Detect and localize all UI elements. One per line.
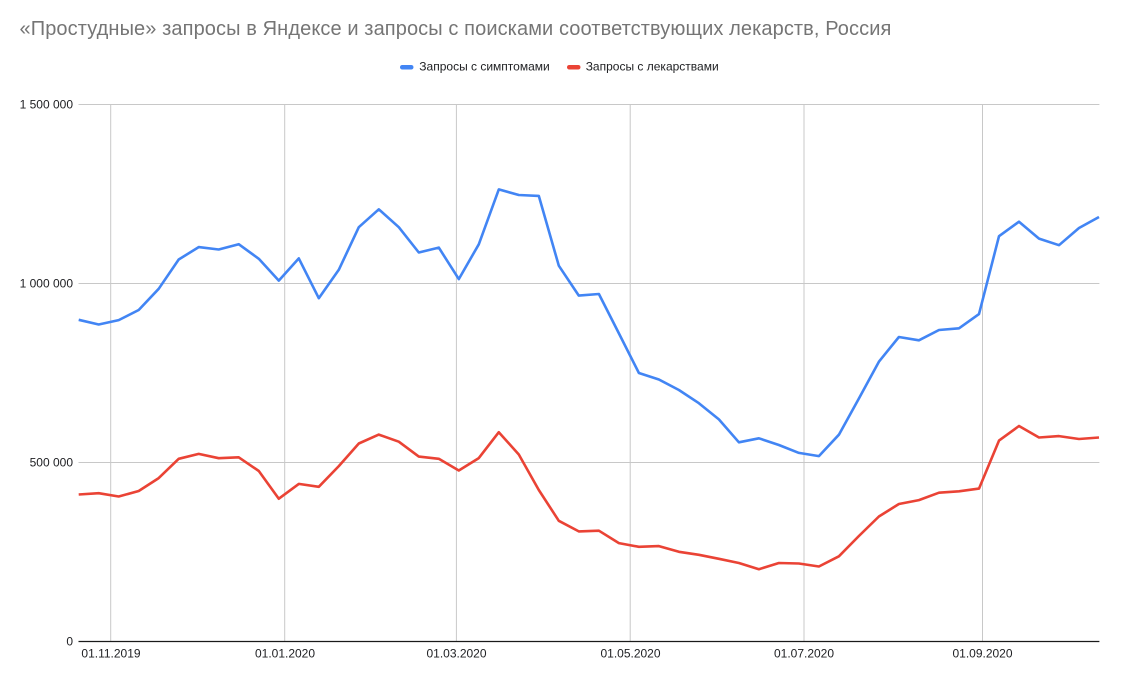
svg-text:01.05.2020: 01.05.2020 (600, 647, 660, 661)
svg-text:0: 0 (66, 635, 73, 649)
svg-text:«Простудные» запросы в Яндексе: «Простудные» запросы в Яндексе и запросы… (20, 18, 892, 40)
svg-text:01.09.2020: 01.09.2020 (952, 647, 1012, 661)
svg-text:Запросы с лекарствами: Запросы с лекарствами (586, 60, 719, 74)
svg-text:01.03.2020: 01.03.2020 (426, 647, 486, 661)
svg-text:500 000: 500 000 (30, 456, 74, 470)
svg-text:01.01.2020: 01.01.2020 (255, 647, 315, 661)
svg-text:1 500 000: 1 500 000 (20, 98, 74, 112)
svg-text:01.07.2020: 01.07.2020 (774, 647, 834, 661)
svg-text:1 000 000: 1 000 000 (20, 277, 74, 291)
svg-text:01.11.2019: 01.11.2019 (81, 647, 140, 661)
svg-text:Запросы с симптомами: Запросы с симптомами (419, 60, 549, 74)
